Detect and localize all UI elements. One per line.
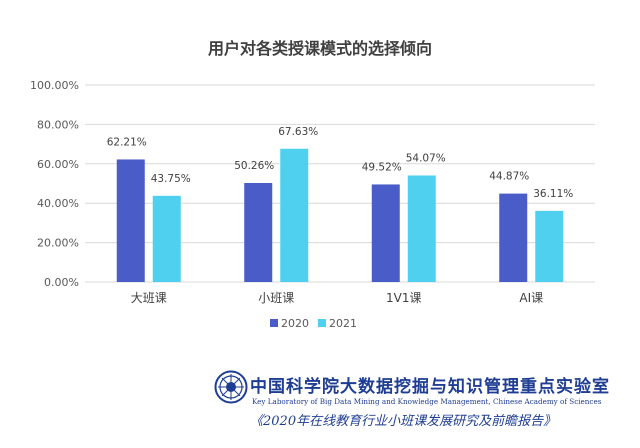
bar-2021-1 xyxy=(280,148,309,282)
x-tick-label: 大班课 xyxy=(131,291,167,305)
bar-2020-0 xyxy=(116,159,145,282)
y-tick-label: 0.00% xyxy=(44,276,79,289)
legend-swatch xyxy=(318,319,326,327)
y-tick-label: 80.00% xyxy=(37,118,79,131)
data-label: 43.75% xyxy=(151,173,191,185)
bar-2020-2 xyxy=(371,184,400,282)
legend-label: 2020 xyxy=(281,317,309,330)
y-tick-label: 20.00% xyxy=(37,237,79,250)
bar-chart: 用户对各类授课模式的选择倾向 0.00% 20.00% 40.00% 60.00% 80… xyxy=(30,39,595,330)
legend-label: 2021 xyxy=(329,317,357,330)
legend-swatch xyxy=(270,319,278,327)
data-labels: 62.21% 43.75% 50.26% 67.63% 49.52% 54.07% 44.8… xyxy=(107,126,574,200)
lab-name-cn: 中国科学院大数据挖掘与知识管理重点实验室 xyxy=(250,377,610,397)
x-tick-label: AI课 xyxy=(519,291,543,305)
data-label: 62.21% xyxy=(107,136,147,148)
x-tick-label: 1V1课 xyxy=(386,291,421,305)
bars xyxy=(116,148,564,282)
lab-name-en: Key Laboratory of Big Data Mining and Kn… xyxy=(252,397,602,406)
y-tick-label: 60.00% xyxy=(37,158,79,171)
bar-2021-2 xyxy=(407,175,436,282)
academy-logo-icon xyxy=(214,370,248,404)
y-axis-tick-labels: 0.00% 20.00% 40.00% 60.00% 80.00% 100.00% xyxy=(30,79,79,289)
chart-title: 用户对各类授课模式的选择倾向 xyxy=(208,39,432,58)
data-label: 44.87% xyxy=(489,171,529,183)
data-label: 36.11% xyxy=(533,188,573,200)
legend: 2020 2021 xyxy=(270,317,357,330)
data-label: 67.63% xyxy=(278,126,318,138)
data-label: 54.07% xyxy=(406,152,446,164)
bar-2020-3 xyxy=(499,193,528,282)
report-title: 《2020年在线教育行业小班课发展研究及前瞻报告》 xyxy=(250,414,557,429)
y-tick-label: 100.00% xyxy=(30,79,79,92)
data-label: 49.52% xyxy=(362,161,402,173)
data-label: 50.26% xyxy=(234,160,274,172)
bar-2021-3 xyxy=(535,210,564,282)
bar-2021-0 xyxy=(152,195,181,282)
x-tick-label: 小班课 xyxy=(258,291,294,305)
y-tick-label: 40.00% xyxy=(37,197,79,210)
x-axis-tick-labels: 大班课 小班课 1V1课 AI课 xyxy=(131,291,543,305)
bar-2020-1 xyxy=(244,182,273,282)
